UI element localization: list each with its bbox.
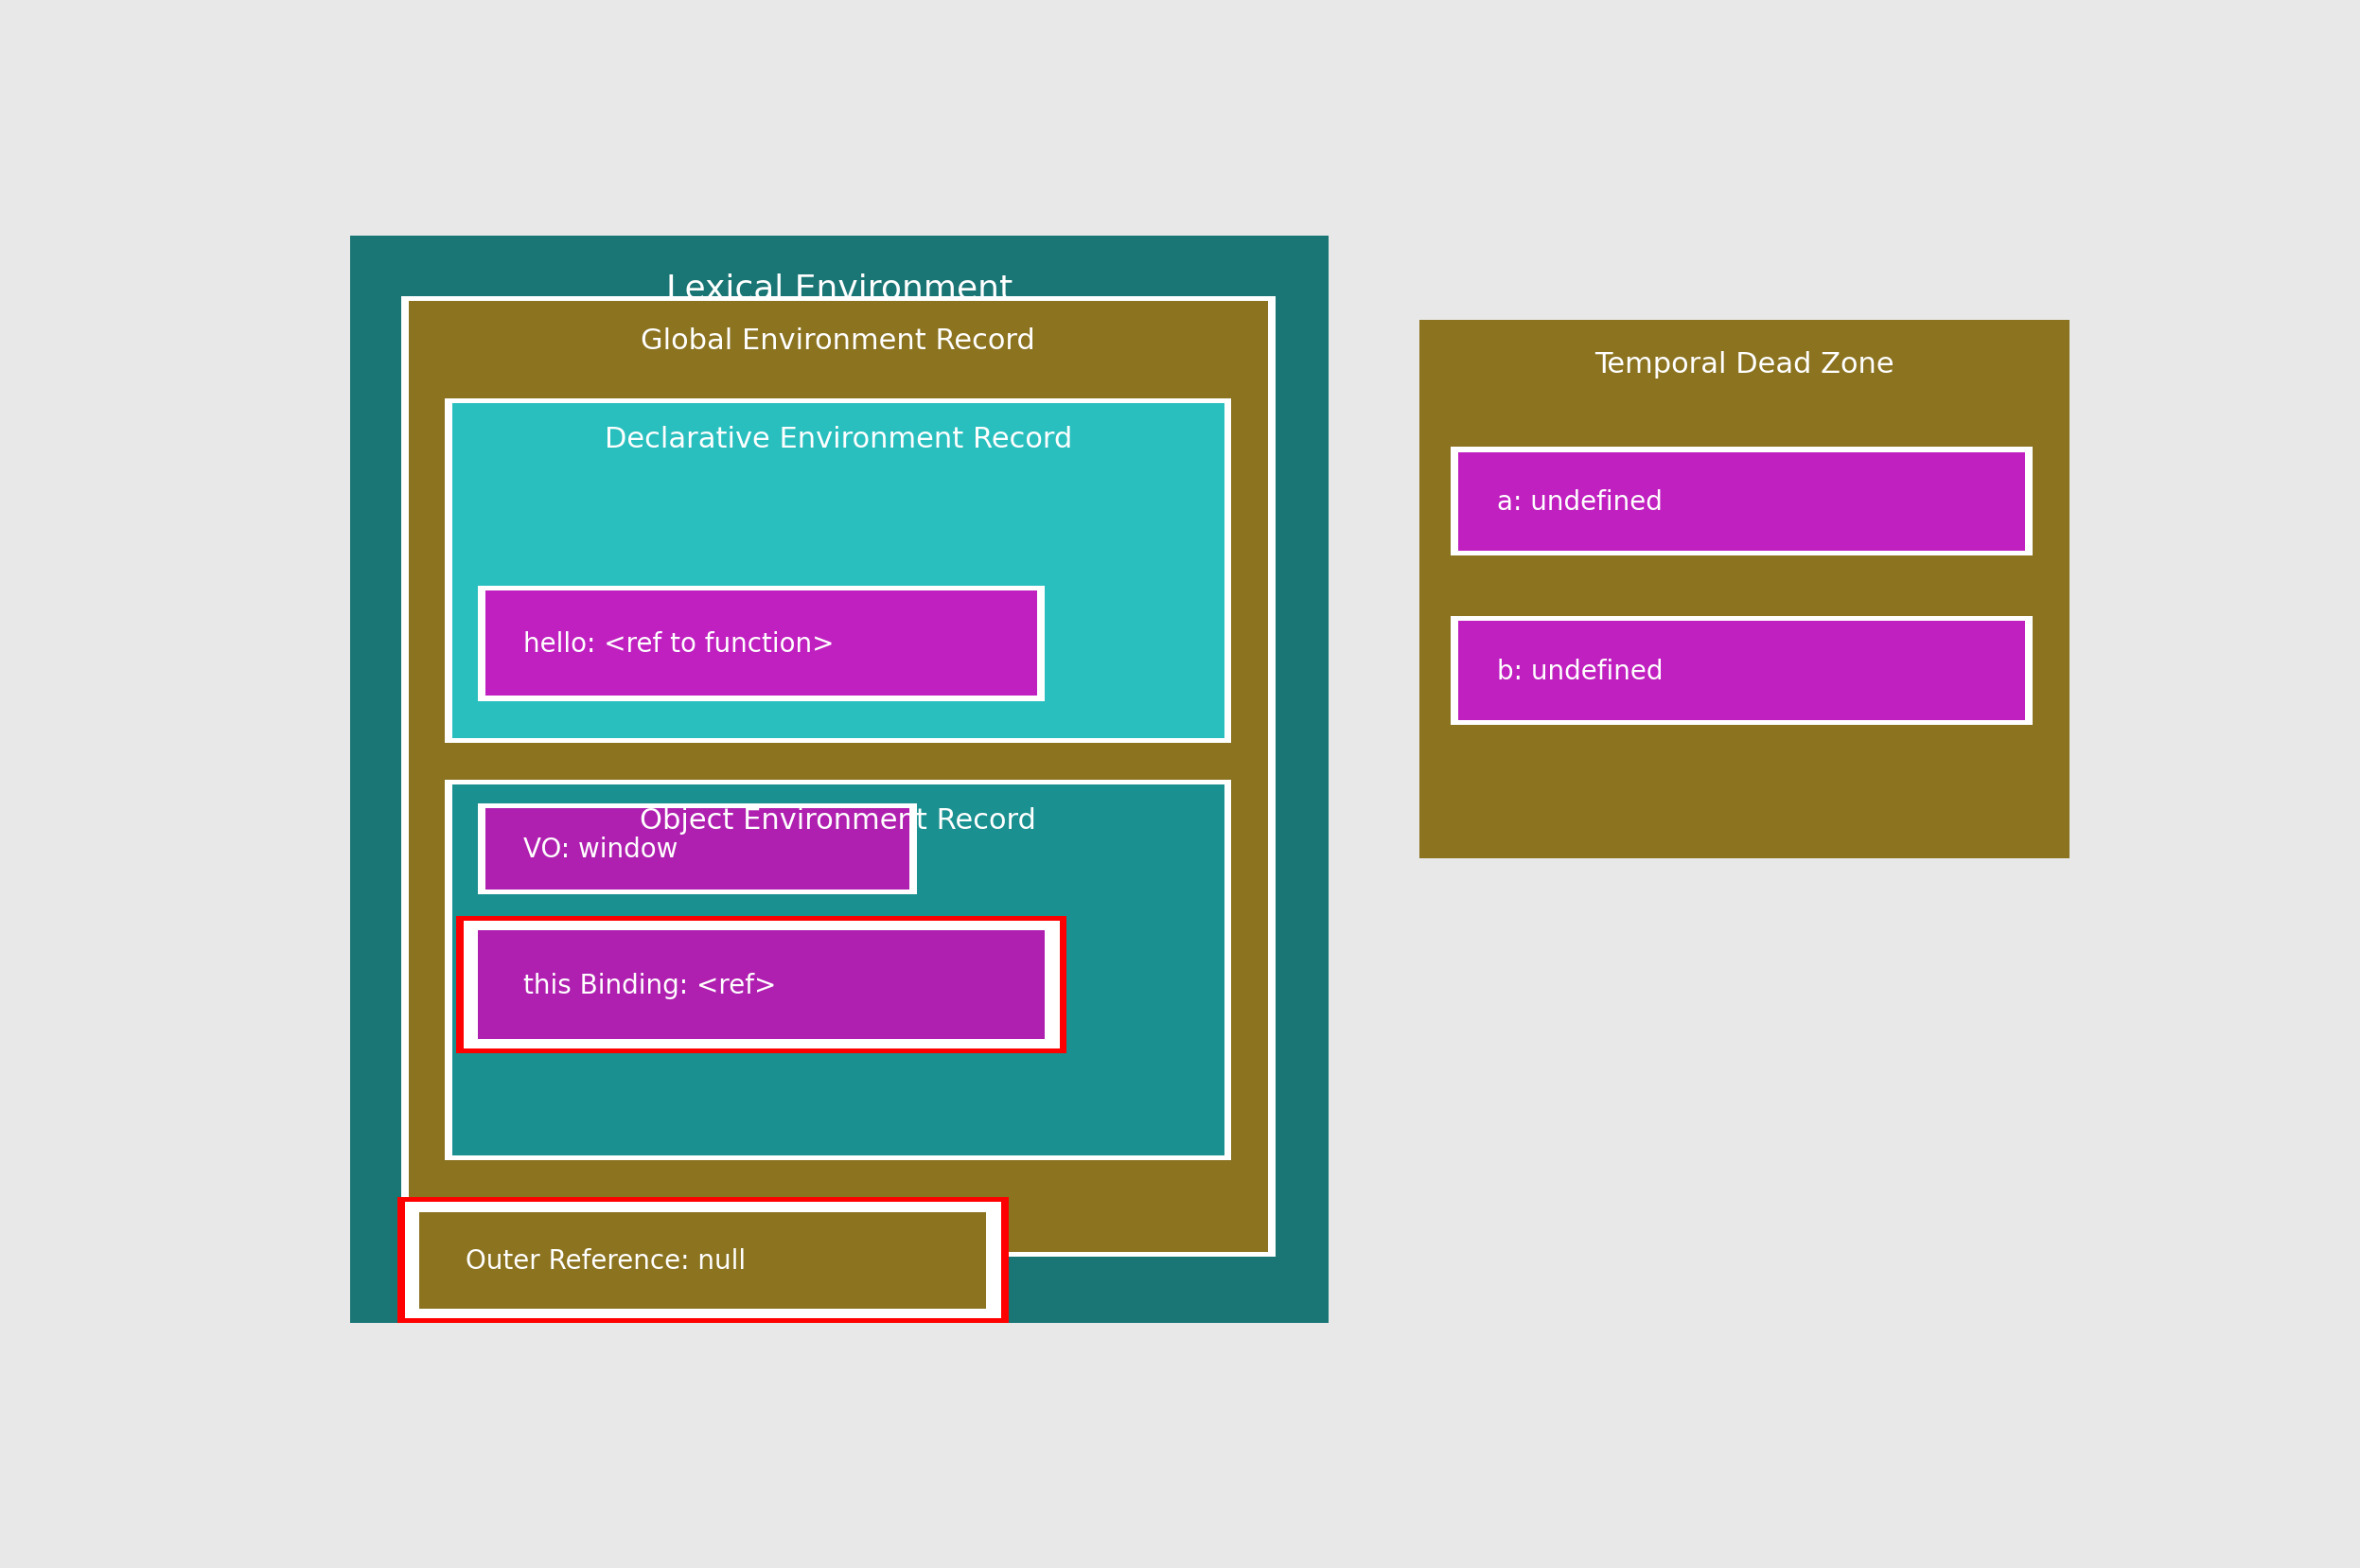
Bar [477, 804, 916, 894]
Bar [486, 809, 909, 889]
Text: Object Environment Record: Object Environment Record [640, 806, 1036, 834]
Bar [406, 1203, 1001, 1319]
Text: Declarative Environment Record: Declarative Environment Record [604, 426, 1071, 453]
Bar [453, 784, 1225, 1156]
Text: b: undefined: b: undefined [1496, 659, 1664, 684]
Bar [463, 920, 1060, 1049]
Text: Global Environment Record: Global Environment Record [642, 328, 1036, 354]
Bar [420, 1212, 986, 1309]
Bar [396, 1198, 1008, 1323]
Text: this Binding: <ref>: this Binding: <ref> [524, 972, 776, 999]
Bar [477, 931, 1045, 1040]
Bar [1451, 448, 2032, 557]
Bar [1458, 621, 2025, 721]
Bar [477, 586, 1045, 701]
Bar [349, 237, 1329, 1323]
Bar [1421, 321, 2070, 858]
Bar [453, 405, 1225, 739]
Text: a: undefined: a: undefined [1496, 489, 1661, 516]
Text: VO: window: VO: window [524, 836, 677, 862]
Bar [486, 591, 1038, 696]
Bar [408, 301, 1267, 1251]
Bar [1451, 616, 2032, 726]
Bar [446, 400, 1232, 743]
Bar [1458, 453, 2025, 552]
Text: Outer Reference: null: Outer Reference: null [465, 1247, 746, 1273]
Bar [446, 779, 1232, 1160]
Text: Lexical Environment: Lexical Environment [666, 273, 1012, 304]
Bar [455, 916, 1067, 1054]
Text: hello: <ref to function>: hello: <ref to function> [524, 630, 835, 657]
Text: Temporal Dead Zone: Temporal Dead Zone [1595, 351, 1895, 378]
Bar [401, 296, 1274, 1256]
